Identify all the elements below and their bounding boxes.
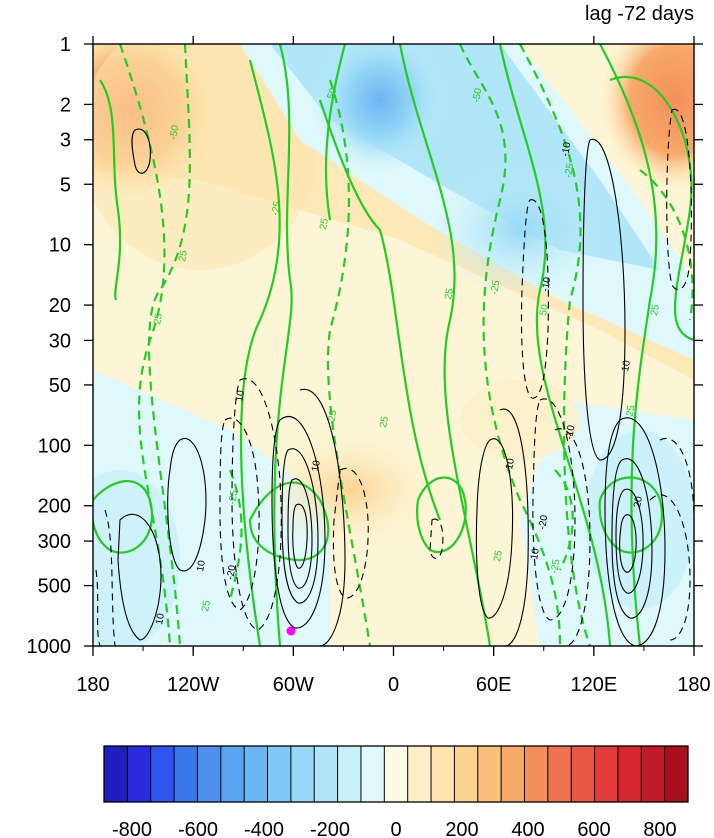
svg-text:-10: -10 (560, 141, 573, 158)
svg-text:-25: -25 (326, 409, 339, 426)
svg-text:25: 25 (200, 599, 213, 612)
colorbar-swatch (594, 746, 619, 802)
green-contours (93, 44, 694, 646)
svg-text:-50: -50 (168, 124, 181, 141)
y-tick-label: 30 (49, 330, 71, 352)
svg-text:10: 10 (154, 612, 167, 625)
colorbar-swatch (104, 746, 128, 802)
x-tick-label: 180 (677, 674, 710, 696)
svg-text:25: 25 (443, 287, 456, 300)
colorbar-swatch (547, 746, 572, 802)
colorbar-swatch (337, 746, 362, 802)
svg-text:10: 10 (529, 547, 542, 560)
y-tick-label: 5 (60, 174, 71, 196)
colorbar-label: -200 (310, 819, 350, 838)
colorbar-label: 600 (577, 819, 610, 838)
colorbar-swatch (360, 746, 385, 802)
colorbar-swatch (150, 746, 175, 802)
svg-text:-25: -25 (624, 404, 637, 421)
svg-text:-50: -50 (471, 87, 484, 104)
colorbar-label: 400 (511, 819, 544, 838)
x-tick-label: 60E (476, 674, 512, 696)
svg-text:10: 10 (234, 389, 247, 402)
svg-text:25: 25 (492, 549, 505, 562)
svg-text:-20: -20 (225, 564, 238, 581)
colorbar-label: 0 (390, 819, 401, 838)
x-axis: 180 120W 60W 0 60E 120E 180 (76, 36, 711, 696)
colorbar-swatch (524, 746, 549, 802)
colorbar-swatch (664, 746, 689, 802)
x-tick-label: 180 (76, 674, 109, 696)
colorbar-swatch (571, 746, 595, 802)
y-tick-label: 500 (38, 576, 71, 598)
black-contours (95, 108, 694, 646)
y-tick-label: 1 (60, 34, 71, 56)
y-tick-label: 10 (49, 235, 71, 257)
svg-text:25: 25 (177, 249, 190, 262)
colorbar-label: 200 (445, 819, 478, 838)
svg-text:10: 10 (504, 457, 517, 470)
svg-text:-10: -10 (564, 424, 577, 441)
contour-labels: 50 -50 25 -25 25 -50 50 25 -25 25 25 -25… (152, 86, 662, 625)
svg-text:25: 25 (152, 312, 165, 325)
y-tick-label: 100 (38, 435, 71, 457)
colorbar-swatch (220, 746, 245, 802)
colorbar-swatch (431, 746, 455, 802)
colorbar-swatch (127, 746, 152, 802)
x-tick-label: 0 (388, 674, 399, 696)
svg-text:25: 25 (318, 217, 331, 230)
y-tick-label: 200 (38, 496, 71, 518)
colorbar-swatch (501, 746, 525, 802)
y-tick-label: 50 (49, 375, 71, 397)
y-tick-label: 2 (60, 94, 71, 116)
colorbar-swatch (174, 746, 198, 802)
colorbar: -800 -600 -400 -200 0 200 400 600 800 (103, 745, 689, 838)
y-tick-label: 3 (60, 130, 71, 152)
svg-text:-20: -20 (537, 514, 550, 531)
x-tick-label: 60W (273, 674, 314, 696)
colorbar-swatch (314, 746, 338, 802)
colorbar-swatch (477, 746, 502, 802)
marker-point (286, 626, 296, 636)
svg-text:10: 10 (620, 359, 633, 372)
svg-text:20: 20 (632, 495, 645, 508)
colorbar-swatch (197, 746, 222, 802)
svg-text:-25: -25 (489, 279, 502, 296)
colorbar-swatch (407, 746, 432, 802)
svg-text:-10: -10 (540, 276, 553, 293)
colorbar-frame (103, 745, 689, 803)
svg-text:50: 50 (325, 86, 339, 101)
x-tick-label: 120W (167, 674, 219, 696)
chart-title: lag -72 days (585, 3, 694, 25)
colorbar-label: -600 (178, 819, 218, 838)
svg-text:25: 25 (378, 415, 391, 428)
y-tick-label: 1000 (27, 636, 72, 658)
shaded-field (93, 44, 694, 646)
colorbar-swatch (454, 746, 479, 802)
svg-text:10: 10 (310, 459, 323, 472)
y-axis: 1 2 3 5 10 20 30 50 100 200 300 500 1000 (27, 34, 703, 658)
colorbar-label: -400 (244, 819, 284, 838)
svg-text:10: 10 (195, 559, 208, 572)
svg-text:-25: -25 (270, 200, 283, 217)
colorbar-label: 800 (643, 819, 676, 838)
y-tick-label: 20 (49, 295, 71, 317)
colorbar-swatch (641, 746, 665, 802)
colorbar-swatch (244, 746, 268, 802)
y-tick-label: 300 (38, 531, 71, 553)
colorbar-label: -800 (112, 819, 152, 838)
svg-text:-25: -25 (563, 162, 576, 179)
x-tick-label: 120E (570, 674, 617, 696)
svg-text:-25: -25 (227, 489, 240, 506)
colorbar-swatch (384, 746, 408, 802)
svg-text:50: 50 (538, 303, 551, 316)
colorbar-swatch (267, 746, 292, 802)
colorbar-swatch (290, 746, 315, 802)
svg-text:25: 25 (649, 303, 662, 316)
svg-text:-25: -25 (549, 558, 562, 575)
colorbar-swatch (617, 746, 642, 802)
